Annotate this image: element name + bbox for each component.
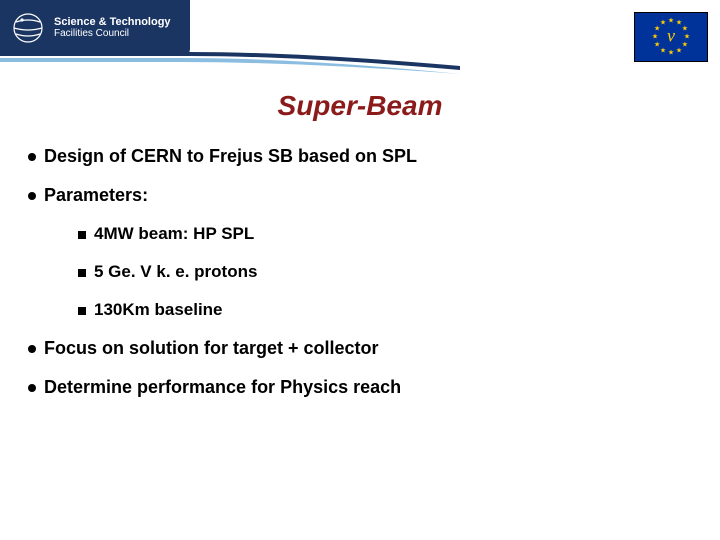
stfc-line2: Facilities Council [54,28,171,39]
stfc-logo: Science & Technology Facilities Council [0,0,190,55]
slide-content: Design of CERN to Frejus SB based on SPL… [0,146,720,398]
bullet-text: Focus on solution for target + collector [44,338,379,359]
bullet-item: Determine performance for Physics reach [28,377,720,398]
bullet-item: Focus on solution for target + collector [28,338,720,359]
bullet-dot-icon [28,384,36,392]
sub-bullet-square-icon [78,307,86,315]
stfc-text: Science & Technology Facilities Council [54,16,171,39]
eu-star-icon: ★ [676,47,682,54]
slide-header: Science & Technology Facilities Council … [0,0,720,72]
slide-title: Super-Beam [0,90,720,122]
eu-star-icon: ★ [660,47,666,54]
eu-nu-symbol: ν [667,25,675,46]
sub-bullet-square-icon [78,269,86,277]
sub-bullet-text: 5 Ge. V k. e. protons [94,262,257,282]
bullet-dot-icon [28,192,36,200]
sub-bullet-item: 4MW beam: HP SPL [78,224,720,244]
stfc-emblem-icon [10,10,46,46]
sub-bullet-square-icon [78,231,86,239]
sub-bullet-list: 4MW beam: HP SPL 5 Ge. V k. e. protons 130… [28,224,720,320]
stfc-line1: Science & Technology [54,16,171,28]
header-swoosh-icon [0,52,460,74]
eu-flag: ★★★★★★★★★★★★ ν [634,12,708,62]
bullet-item: Parameters: [28,185,720,206]
bullet-text: Parameters: [44,185,148,206]
bullet-dot-icon [28,153,36,161]
sub-bullet-item: 130Km baseline [78,300,720,320]
eu-star-icon: ★ [652,34,658,41]
bullet-dot-icon [28,345,36,353]
eu-star-icon: ★ [682,42,688,49]
eu-star-icon: ★ [682,26,688,33]
bullet-text: Determine performance for Physics reach [44,377,401,398]
bullet-item: Design of CERN to Frejus SB based on SPL [28,146,720,167]
sub-bullet-text: 130Km baseline [94,300,223,320]
eu-star-icon: ★ [668,50,674,57]
eu-star-icon: ★ [684,34,690,41]
eu-star-icon: ★ [660,20,666,27]
sub-bullet-item: 5 Ge. V k. e. protons [78,262,720,282]
sub-bullet-text: 4MW beam: HP SPL [94,224,254,244]
eu-star-icon: ★ [668,18,674,25]
eu-star-icon: ★ [654,42,660,49]
bullet-text: Design of CERN to Frejus SB based on SPL [44,146,417,167]
